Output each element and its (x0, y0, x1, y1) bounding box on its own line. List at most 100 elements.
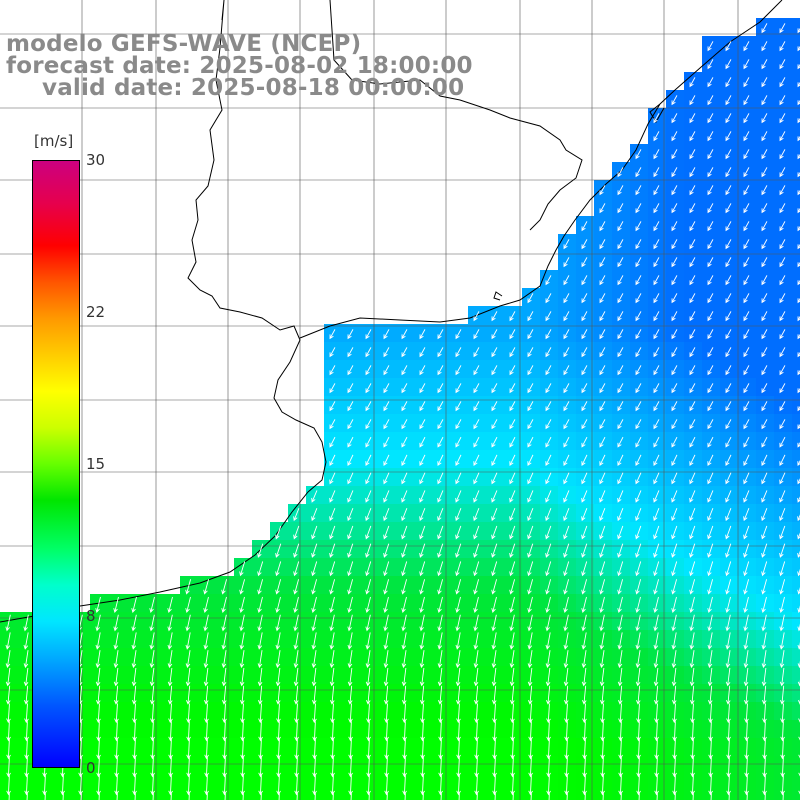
wind-arrow (563, 490, 570, 503)
wind-arrow (761, 614, 767, 632)
wind-arrow (726, 757, 731, 778)
wind-arrow (707, 311, 714, 322)
wind-arrow (635, 579, 642, 595)
wind-arrow (671, 149, 678, 160)
wind-arrow (725, 311, 732, 322)
forecast-date: forecast date: 2025-08-02 18:00:00 (6, 53, 473, 79)
wind-arrow (725, 347, 732, 358)
wind-arrow (707, 293, 714, 304)
wind-arrow (509, 525, 516, 540)
wind-arrow (761, 329, 768, 340)
wind-arrow (689, 383, 696, 394)
wind-arrow (347, 419, 354, 430)
wind-arrow (779, 472, 786, 485)
wind-arrow (168, 703, 173, 724)
wind-arrow (762, 703, 767, 724)
wind-arrow (672, 721, 677, 742)
wind-arrow (545, 401, 552, 412)
wind-arrow (456, 757, 461, 778)
wind-arrow (24, 757, 29, 778)
wind-arrow (797, 460, 800, 467)
wind-arrow (653, 525, 660, 540)
wind-arrow (779, 23, 786, 34)
wind-arrow (671, 293, 678, 304)
wind-arrow (617, 650, 623, 669)
wind-arrow (311, 614, 317, 632)
wind-arrow (275, 614, 281, 632)
wind-arrow (368, 793, 370, 800)
wind-arrow (509, 650, 515, 669)
wind-arrow (402, 757, 407, 778)
wind-arrow (725, 561, 732, 577)
wind-arrow (149, 614, 155, 632)
wind-arrow (635, 239, 642, 250)
wind-arrow (725, 257, 732, 268)
wind-arrow (725, 490, 732, 503)
wind-arrow (348, 721, 353, 742)
wind-arrow (401, 650, 407, 669)
wind-arrow (167, 685, 173, 705)
wind-arrow (617, 383, 624, 394)
wind-arrow (275, 667, 281, 687)
wind-arrow (617, 454, 624, 467)
wind-arrow (635, 667, 641, 687)
wind-arrow (492, 775, 497, 796)
wind-arrow (617, 667, 623, 687)
wind-arrow (779, 131, 786, 142)
wind-arrow (383, 490, 390, 503)
wind-arrow (671, 167, 678, 178)
wind-arrow (329, 614, 335, 632)
wind-arrow (707, 490, 714, 503)
wind-arrow (599, 365, 606, 376)
wind-arrow (473, 579, 480, 595)
wind-arrow (563, 275, 570, 286)
wind-arrow (617, 561, 624, 577)
wind-arrow (761, 167, 768, 178)
wind-arrow (743, 293, 750, 304)
wind-arrow (239, 650, 245, 669)
wind-arrow (563, 579, 570, 595)
wind-arrow (311, 525, 318, 540)
wind-arrow (797, 171, 800, 178)
wind-arrow (509, 543, 516, 558)
wind-arrow (743, 614, 749, 632)
wind-arrow (365, 632, 371, 650)
wind-arrow (455, 436, 462, 448)
wind-arrow (545, 579, 552, 595)
wind-arrow (743, 185, 750, 196)
wind-arrow (671, 203, 678, 214)
wind-arrow (581, 419, 588, 430)
wind-arrow (581, 383, 588, 394)
wind-speed-cell (792, 702, 800, 721)
wind-arrow (797, 243, 800, 250)
wind-speed-cell (792, 396, 800, 415)
wind-arrow (581, 454, 588, 467)
wind-arrow (5, 685, 11, 705)
wind-speed-cell (792, 270, 800, 289)
wind-arrow (509, 419, 516, 430)
wind-arrow (689, 650, 695, 669)
wind-arrow (383, 365, 390, 376)
wind-arrow (671, 436, 678, 448)
wind-arrow (707, 347, 714, 358)
wind-arrow (725, 614, 731, 632)
wind-arrow (509, 454, 516, 467)
wind-speed-cell (792, 126, 800, 145)
wind-arrow (114, 721, 119, 742)
wind-arrow (401, 365, 408, 376)
wind-arrow (653, 275, 660, 286)
wind-arrow (635, 685, 641, 705)
wind-arrow (365, 383, 372, 394)
wind-arrow (779, 365, 786, 376)
wind-arrow (599, 347, 606, 358)
wind-arrow (653, 131, 660, 142)
wind-arrow (761, 23, 768, 34)
wind-arrow (329, 436, 336, 448)
wind-arrow (563, 596, 569, 613)
model-title: modelo GEFS-WAVE (NCEP) (6, 31, 362, 57)
wind-arrow (743, 579, 750, 595)
wind-arrow (581, 543, 588, 558)
wind-arrow (186, 739, 191, 760)
wind-arrow (725, 401, 732, 412)
wind-speed-cell (792, 324, 800, 343)
